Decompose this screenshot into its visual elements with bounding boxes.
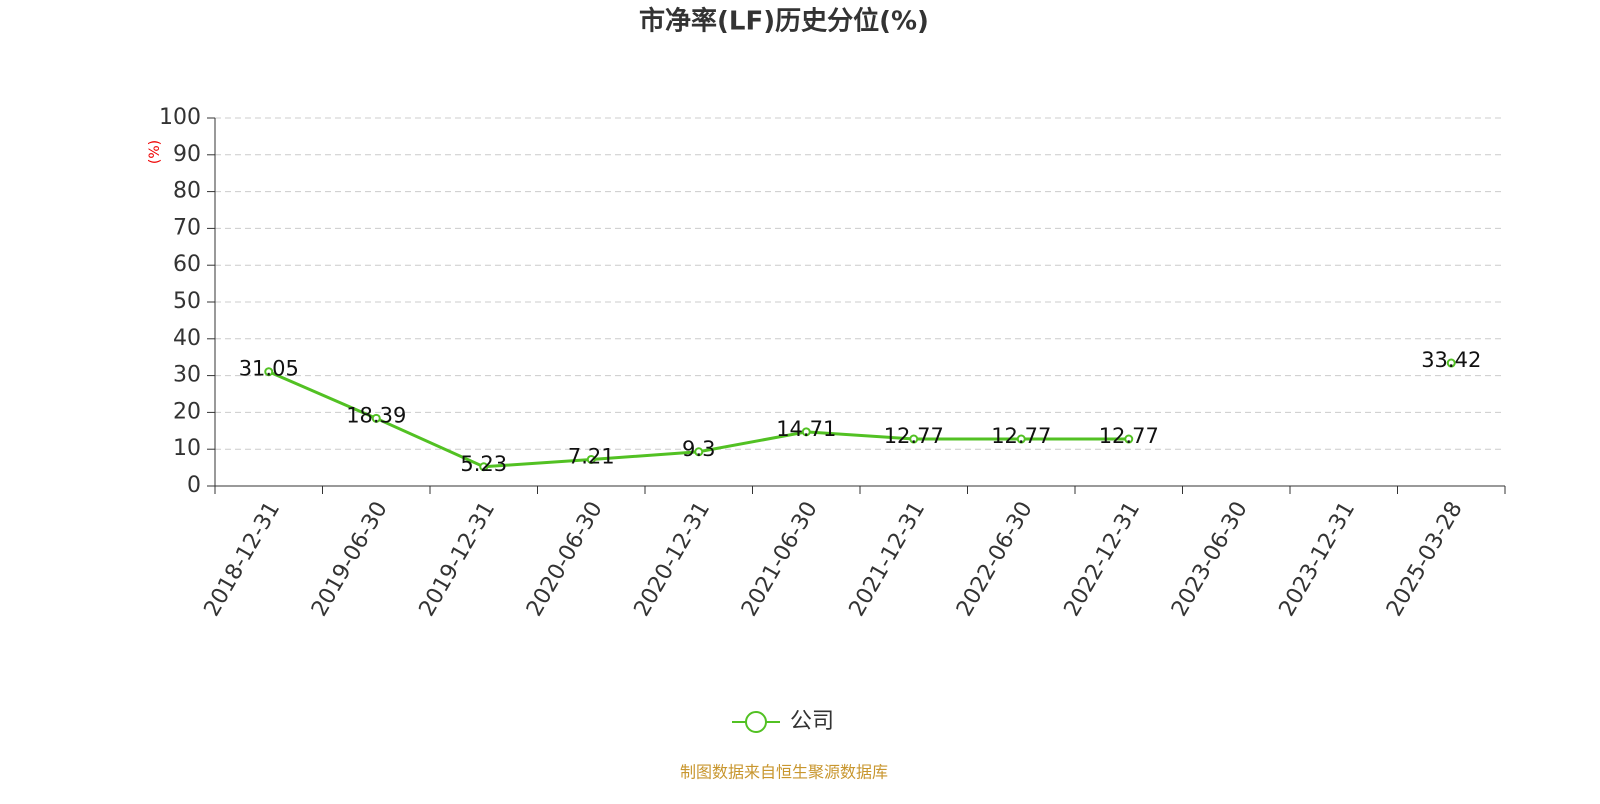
- data-label: 33.42: [1421, 348, 1481, 372]
- legend-marker: [745, 711, 767, 733]
- y-tick-label: 60: [173, 252, 201, 277]
- x-tick-label: 2025-03-28: [1382, 498, 1468, 621]
- data-point: [801, 427, 811, 437]
- data-label: 12.77: [991, 424, 1051, 448]
- x-tick-label: 2020-12-31: [630, 498, 716, 621]
- x-tick-label: 2020-06-30: [522, 498, 608, 621]
- data-label: 7.21: [568, 444, 615, 468]
- y-tick-label: 50: [173, 289, 201, 314]
- y-tick-label: 90: [173, 142, 201, 167]
- y-axis-label: (%): [147, 140, 163, 164]
- y-tick-label: 0: [187, 473, 201, 498]
- x-tick-label: 2018-12-31: [200, 498, 286, 621]
- source-note: 制图数据来自恒生聚源数据库: [680, 763, 888, 782]
- data-point: [371, 413, 381, 423]
- data-label: 31.05: [239, 357, 299, 381]
- y-tick-label: 10: [173, 436, 201, 461]
- y-tick-label: 40: [173, 326, 201, 351]
- data-label: 18.39: [346, 403, 406, 427]
- data-point: [264, 367, 274, 377]
- y-tick-label: 30: [173, 363, 201, 388]
- data-point: [694, 447, 704, 457]
- data-label: 12.77: [1099, 424, 1159, 448]
- x-tick-label: 2022-12-31: [1060, 498, 1146, 621]
- data-point: [586, 454, 596, 464]
- data-label: 14.71: [776, 417, 836, 441]
- data-point: [479, 462, 489, 472]
- x-tick-label: 2019-06-30: [307, 498, 393, 621]
- chart-title: 市净率(LF)历史分位(%): [639, 6, 929, 37]
- x-tick-label: 2023-06-30: [1167, 498, 1253, 621]
- data-point: [1446, 358, 1456, 368]
- legend-label: 公司: [790, 709, 834, 734]
- x-tick-label: 2023-12-31: [1275, 498, 1361, 621]
- data-label: 12.77: [884, 424, 944, 448]
- x-tick-label: 2022-06-30: [952, 498, 1038, 621]
- y-tick-label: 100: [159, 105, 201, 130]
- series-line: [269, 363, 1452, 467]
- x-tick-label: 2019-12-31: [415, 498, 501, 621]
- data-point: [909, 434, 919, 444]
- data-point: [1124, 434, 1134, 444]
- data-label: 5.23: [460, 452, 507, 476]
- y-tick-label: 20: [173, 399, 201, 424]
- x-tick-label: 2021-06-30: [737, 498, 823, 621]
- x-tick-label: 2021-12-31: [845, 498, 931, 621]
- y-tick-label: 70: [173, 215, 201, 240]
- data-point: [1016, 434, 1026, 444]
- data-label: 9.3: [682, 437, 715, 461]
- y-tick-label: 80: [173, 179, 201, 204]
